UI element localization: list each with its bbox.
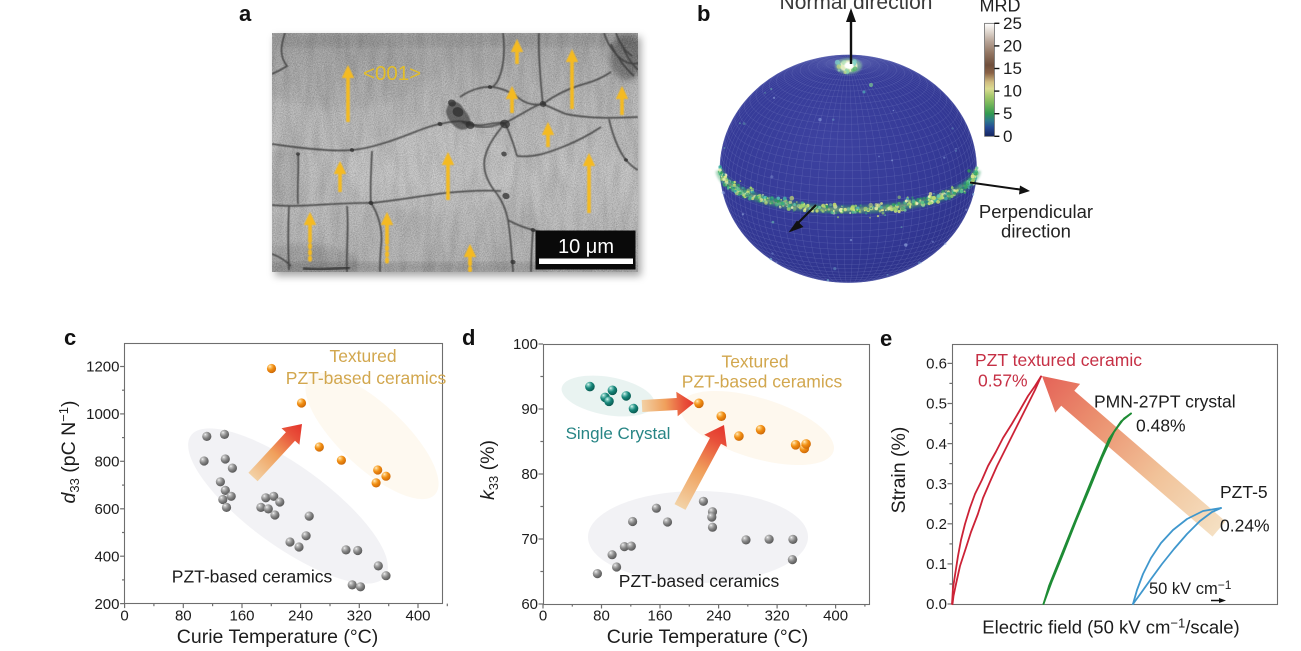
svg-text:a: a (239, 1, 252, 26)
svg-text:90: 90 (521, 401, 538, 418)
svg-text:PZT-5: PZT-5 (1220, 482, 1268, 502)
svg-text:240: 240 (288, 608, 313, 625)
svg-text:PZT-based ceramics: PZT-based ceramics (682, 372, 843, 392)
svg-text:400: 400 (823, 608, 848, 625)
svg-text:Curie Temperature (°C): Curie Temperature (°C) (177, 626, 378, 648)
svg-text:0.24%: 0.24% (1220, 516, 1270, 536)
svg-text:Perpendicular: Perpendicular (979, 201, 1093, 222)
svg-text:5: 5 (1003, 104, 1012, 123)
svg-text:Textured: Textured (329, 346, 396, 366)
svg-text:240: 240 (706, 608, 731, 625)
svg-text:0.6: 0.6 (926, 356, 947, 373)
svg-text:PZT-based ceramics: PZT-based ceramics (619, 571, 780, 591)
svg-text:1200: 1200 (86, 359, 119, 376)
svg-text:60: 60 (521, 596, 538, 613)
svg-text:d: d (462, 325, 475, 350)
svg-text:MRD: MRD (980, 0, 1021, 16)
svg-text:400: 400 (405, 608, 430, 625)
svg-text:PZT-based ceramics: PZT-based ceramics (286, 368, 447, 388)
svg-text:0.1: 0.1 (926, 556, 947, 573)
svg-text:20: 20 (1003, 36, 1022, 55)
svg-text:200: 200 (94, 596, 119, 613)
svg-text:PZT-based ceramics: PZT-based ceramics (172, 567, 333, 587)
svg-text:0.57%: 0.57% (978, 371, 1028, 391)
svg-text:50 kV cm−1: 50 kV cm−1 (1149, 578, 1232, 598)
svg-text:80: 80 (175, 608, 192, 625)
svg-text:0.2: 0.2 (926, 516, 947, 533)
svg-text:0.5: 0.5 (926, 396, 947, 413)
svg-text:Electric field (50 kV cm−1/sca: Electric field (50 kV cm−1/scale) (982, 616, 1239, 638)
svg-text:Single Crystal: Single Crystal (566, 424, 671, 443)
svg-text:80: 80 (593, 608, 610, 625)
svg-text:25: 25 (1003, 14, 1022, 33)
svg-text:0.0: 0.0 (926, 596, 947, 613)
svg-text:10 μm: 10 μm (558, 236, 614, 258)
svg-text:0.3: 0.3 (926, 476, 947, 493)
svg-text:k33 (%): k33 (%) (477, 440, 501, 500)
svg-text:0: 0 (120, 608, 128, 625)
svg-text:100: 100 (513, 336, 538, 353)
svg-text:Curie Temperature (°C): Curie Temperature (°C) (607, 626, 808, 648)
svg-text:Normal direction: Normal direction (780, 0, 933, 14)
svg-text:d33 (pC N−1): d33 (pC N−1) (56, 401, 82, 504)
svg-text:1000: 1000 (86, 406, 119, 423)
svg-text:70: 70 (521, 531, 538, 548)
svg-text:15: 15 (1003, 59, 1022, 78)
svg-text:Strain (%): Strain (%) (888, 427, 910, 514)
svg-text:c: c (64, 325, 76, 350)
svg-text:400: 400 (94, 548, 119, 565)
svg-text:0.48%: 0.48% (1136, 416, 1186, 436)
svg-text:b: b (697, 1, 710, 26)
svg-text:320: 320 (765, 608, 790, 625)
svg-text:320: 320 (347, 608, 372, 625)
svg-text:10: 10 (1003, 82, 1022, 101)
svg-text:160: 160 (229, 608, 254, 625)
svg-text:80: 80 (521, 466, 538, 483)
svg-text:<001>: <001> (363, 62, 421, 85)
svg-text:direction: direction (1001, 221, 1071, 242)
svg-text:e: e (880, 326, 892, 351)
svg-text:0: 0 (1003, 127, 1012, 146)
svg-text:0: 0 (539, 608, 547, 625)
svg-text:0.4: 0.4 (926, 436, 947, 453)
svg-text:PZT textured ceramic: PZT textured ceramic (975, 350, 1142, 370)
svg-text:600: 600 (94, 501, 119, 518)
svg-text:160: 160 (647, 608, 672, 625)
svg-text:PMN-27PT crystal: PMN-27PT crystal (1094, 392, 1236, 412)
svg-text:800: 800 (94, 454, 119, 471)
svg-text:Textured: Textured (721, 352, 788, 372)
